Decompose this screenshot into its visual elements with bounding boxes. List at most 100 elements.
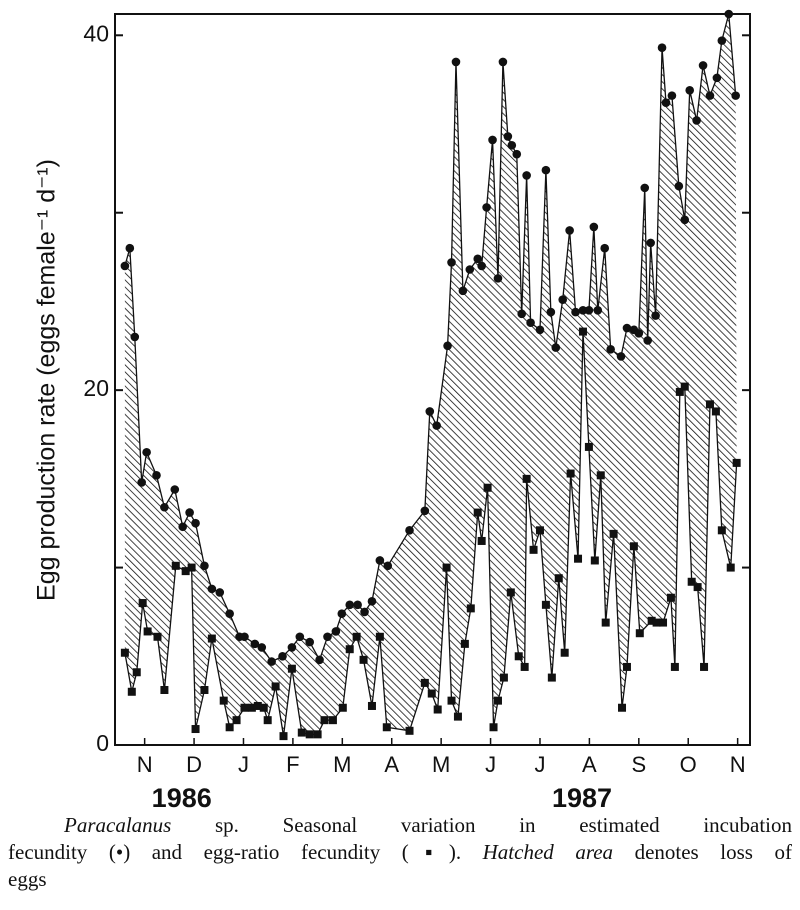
point xyxy=(247,703,256,712)
y-tick-label: 0 xyxy=(96,730,109,756)
point xyxy=(345,645,354,654)
point xyxy=(578,306,588,315)
point xyxy=(529,545,538,554)
point xyxy=(606,345,615,354)
point xyxy=(160,685,169,694)
point xyxy=(609,529,618,538)
point xyxy=(143,627,152,636)
y-tick-label: 40 xyxy=(83,20,109,46)
point xyxy=(560,648,569,657)
point xyxy=(618,703,627,712)
point xyxy=(160,502,169,512)
point xyxy=(506,588,515,597)
point xyxy=(477,261,486,271)
caption-text: sp. Seasonal variation in estimated incu… xyxy=(171,813,792,837)
point xyxy=(137,478,146,487)
year-label: 1986 xyxy=(152,783,212,810)
point xyxy=(647,616,656,625)
point xyxy=(331,627,341,636)
point xyxy=(338,703,347,712)
point xyxy=(670,662,679,671)
point xyxy=(447,696,456,705)
point xyxy=(473,254,483,264)
point xyxy=(498,57,508,67)
point xyxy=(152,471,161,480)
point xyxy=(590,556,599,565)
point xyxy=(674,181,684,191)
point xyxy=(313,730,322,739)
point xyxy=(466,604,475,613)
point xyxy=(667,91,677,100)
point xyxy=(207,634,216,643)
point xyxy=(705,400,714,409)
point xyxy=(375,556,385,565)
point xyxy=(685,85,695,95)
point xyxy=(512,149,522,159)
point xyxy=(178,522,188,532)
point xyxy=(499,673,508,682)
x-tick-label: M xyxy=(333,752,351,777)
x-tick-label: A xyxy=(384,752,399,777)
point xyxy=(353,600,362,610)
point xyxy=(675,387,684,396)
point xyxy=(328,716,337,725)
point xyxy=(541,600,550,609)
point xyxy=(578,327,587,336)
point xyxy=(138,599,147,608)
point xyxy=(554,574,563,583)
point xyxy=(240,703,249,712)
point xyxy=(584,306,594,315)
point xyxy=(323,632,332,642)
y-tick-label: 20 xyxy=(83,375,109,401)
point xyxy=(432,421,442,430)
point xyxy=(526,318,535,328)
point xyxy=(712,73,722,83)
point xyxy=(171,561,180,570)
point xyxy=(698,61,708,70)
point xyxy=(493,274,503,283)
y-axis-title: Egg production rate (eggs female⁻¹ d⁻¹) xyxy=(33,159,61,601)
point xyxy=(337,609,347,619)
point xyxy=(297,728,306,737)
point xyxy=(661,98,671,108)
point xyxy=(622,662,631,671)
caption-text: eggs xyxy=(8,867,47,891)
point xyxy=(132,668,141,677)
point xyxy=(635,629,644,638)
x-tick-label: D xyxy=(186,752,202,777)
point xyxy=(589,222,599,232)
point xyxy=(420,506,430,516)
point xyxy=(187,563,196,572)
point xyxy=(717,526,726,535)
caption: Paracalanus sp. Seasonal variation in es… xyxy=(8,812,792,893)
point xyxy=(651,311,660,320)
point xyxy=(240,632,249,642)
point xyxy=(405,726,414,735)
point xyxy=(367,596,377,606)
point xyxy=(200,685,209,694)
point xyxy=(724,9,734,19)
point xyxy=(465,265,475,274)
point xyxy=(565,226,574,235)
point xyxy=(367,701,376,710)
point xyxy=(295,632,305,642)
caption-text: Hatched area xyxy=(482,840,614,864)
x-tick-label: J xyxy=(485,752,496,777)
point xyxy=(305,730,314,739)
point xyxy=(711,407,720,416)
point xyxy=(250,639,260,649)
point xyxy=(345,600,355,610)
point xyxy=(600,243,610,253)
point xyxy=(232,716,241,725)
point xyxy=(652,618,661,627)
x-tick-label: N xyxy=(730,752,746,777)
x-tick-label: J xyxy=(238,752,249,777)
point xyxy=(442,563,451,572)
x-tick-label: S xyxy=(631,752,646,777)
point xyxy=(473,508,482,517)
point xyxy=(279,732,288,741)
point xyxy=(503,132,513,141)
caption-line: eggs xyxy=(8,866,792,893)
point xyxy=(219,696,228,705)
